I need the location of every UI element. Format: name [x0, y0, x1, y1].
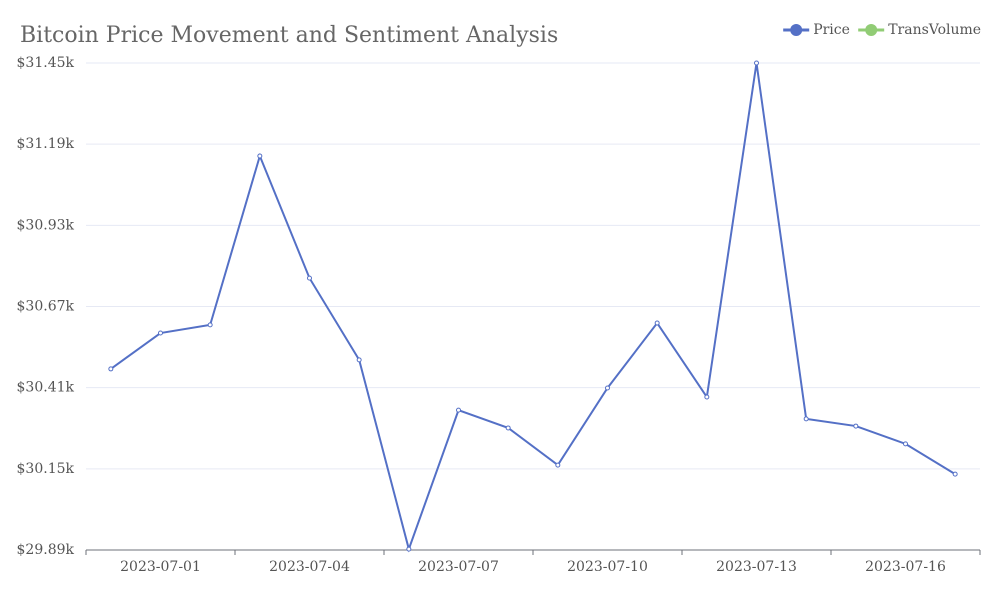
- legend-label: TransVolume: [888, 22, 981, 38]
- x-tick-label: 2023-07-07: [418, 559, 499, 575]
- y-tick-label: $30.41k: [17, 380, 75, 396]
- point: [257, 153, 263, 159]
- x-tick-label: 2023-07-16: [865, 559, 946, 575]
- y-tick-label: $29.89k: [17, 542, 75, 558]
- legend-label: Price: [813, 22, 850, 38]
- point: [952, 471, 958, 477]
- y-tick-label: $30.15k: [17, 461, 75, 477]
- point: [803, 416, 809, 422]
- point: [605, 385, 610, 391]
- legend-marker: [790, 24, 803, 36]
- point: [456, 407, 461, 413]
- y-tick-label: $31.45k: [17, 55, 75, 71]
- point: [406, 546, 412, 552]
- point: [158, 330, 163, 336]
- line: [110, 62, 956, 553]
- chart-title: Bitcoin Price Movement and Sentiment Ana…: [20, 23, 558, 48]
- x-tick-label: 2023-07-01: [120, 559, 201, 575]
- point: [754, 60, 759, 66]
- point: [505, 425, 511, 431]
- point: [853, 423, 859, 429]
- legend-marker: [865, 24, 878, 36]
- y-tick-label: $30.93k: [17, 217, 75, 233]
- point: [356, 357, 362, 363]
- point: [307, 275, 312, 281]
- x-tick-label: 2023-07-04: [269, 559, 350, 575]
- point: [704, 394, 710, 400]
- x-tick-label: 2023-07-10: [567, 559, 648, 575]
- point: [903, 441, 908, 447]
- y-tick-label: $30.67k: [17, 299, 75, 315]
- point: [108, 366, 114, 372]
- point: [207, 322, 213, 328]
- y-tick-label: $31.19k: [17, 136, 75, 152]
- x-tick-label: 2023-07-13: [716, 559, 797, 575]
- point: [654, 320, 660, 326]
- point: [555, 462, 561, 468]
